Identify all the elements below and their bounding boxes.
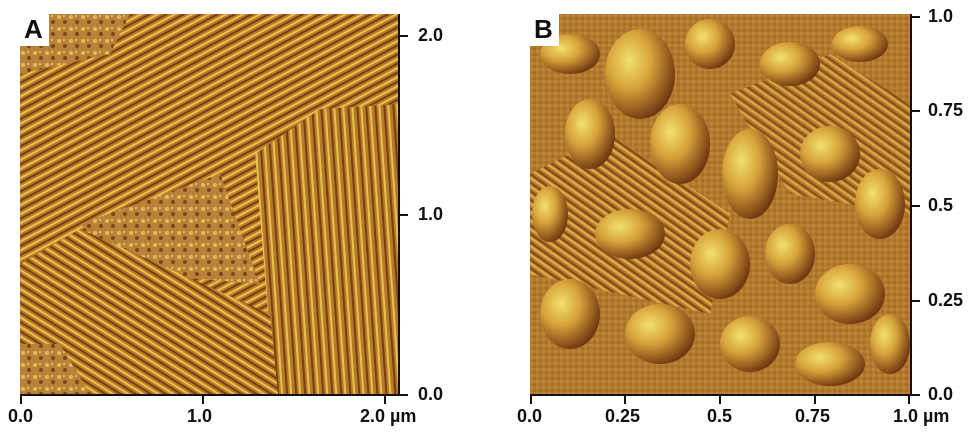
y-tick-b	[912, 110, 920, 112]
y-tick-label-b: 0.25	[928, 290, 964, 310]
x-tick-b	[814, 396, 816, 404]
y-tick-a	[400, 35, 408, 37]
y-axis-b	[910, 14, 912, 396]
x-tick-b	[719, 396, 721, 404]
y-tick-label-a: 2.0	[418, 25, 444, 45]
x-axis-b	[530, 394, 912, 396]
x-tick-a	[202, 396, 204, 404]
y-tick-a	[400, 394, 408, 396]
x-tick-a	[384, 396, 386, 404]
x-tick-label-a: 0.0	[8, 406, 34, 426]
y-tick-b	[912, 394, 920, 396]
x-tick-label-b: 0.25	[605, 406, 641, 426]
x-tick-b	[624, 396, 626, 404]
y-tick-label-b: 1.0	[928, 6, 954, 26]
panel-label-b: B	[530, 14, 559, 46]
y-axis-a	[398, 14, 400, 396]
y-tick-a	[400, 214, 408, 216]
afm-image-a	[20, 14, 398, 394]
y-tick-label-b: 0.5	[928, 195, 954, 215]
y-tick-b	[912, 205, 920, 207]
x-axis-a	[20, 394, 400, 396]
panel-label-a: A	[20, 14, 49, 46]
x-tick-label-a: 2.0 µm	[360, 406, 417, 426]
y-tick-b	[912, 300, 920, 302]
y-tick-label-a: 1.0	[418, 204, 444, 224]
x-tick-a	[20, 396, 22, 404]
x-tick-label-b: 0.0	[517, 406, 543, 426]
x-tick-b	[530, 396, 532, 404]
x-tick-b	[908, 396, 910, 404]
y-tick-label-b: 0.75	[928, 100, 964, 120]
y-tick-label-a: 0.0	[418, 384, 444, 404]
y-tick-b	[912, 16, 920, 18]
x-tick-label-b: 0.75	[795, 406, 831, 426]
x-tick-label-a: 1.0	[187, 406, 213, 426]
x-tick-label-b: 0.5	[707, 406, 733, 426]
x-tick-label-b: 1.0 µm	[893, 406, 950, 426]
afm-texture-a	[20, 14, 398, 394]
afm-image-b	[530, 14, 910, 394]
afm-texture-b	[530, 14, 910, 394]
y-tick-label-b: 0.0	[928, 384, 954, 404]
